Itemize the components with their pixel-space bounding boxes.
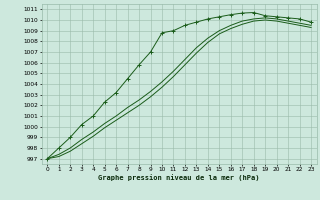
X-axis label: Graphe pression niveau de la mer (hPa): Graphe pression niveau de la mer (hPa) — [99, 175, 260, 181]
